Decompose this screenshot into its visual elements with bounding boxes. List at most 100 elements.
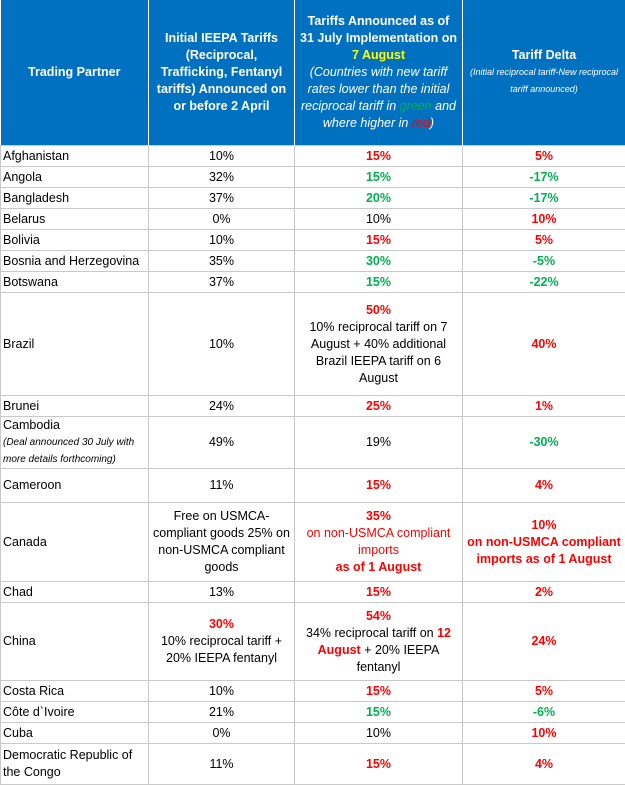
initial-tariff-cell: 11% [149,469,295,503]
new-tariff-cell: 15% [295,272,463,293]
table-row-brazil: Brazil 10% 50% 10% reciprocal tariff on … [1,293,625,396]
new-tariff-cell: 10% [295,209,463,230]
new-tariff-value: 50% [298,302,459,319]
delta-cell: 5% [463,681,625,702]
country-cell: Canada [1,503,149,582]
initial-tariff-cell: 10% [149,293,295,396]
initial-tariff-cell: 13% [149,582,295,603]
new-tariff-effective: as of 1 August [298,559,459,576]
delta-cell: 1% [463,396,625,417]
delta-cell: -22% [463,272,625,293]
new-tariff-cell: 15% [295,702,463,723]
country-cell: Belarus [1,209,149,230]
country-name: Cambodia [3,417,145,434]
initial-tariff-cell: 32% [149,167,295,188]
country-cell: Botswana [1,272,149,293]
new-tariff-cell: 15% [295,146,463,167]
initial-tariff-cell: 10% [149,230,295,251]
new-tariff-value: 35% [298,508,459,525]
detail-part-a: 34% reciprocal tariff on [306,626,437,640]
header-implementation-date: 7 August [352,48,405,62]
delta-cell: -17% [463,188,625,209]
new-tariff-cell: 15% [295,681,463,702]
delta-cell: 5% [463,230,625,251]
table-row: Chad 13% 15% 2% [1,582,625,603]
initial-tariff-cell: 10% [149,146,295,167]
country-cell: Angola [1,167,149,188]
country-cell: Cambodia (Deal announced 30 July with mo… [1,417,149,469]
country-cell: Democratic Republic of the Congo [1,744,149,785]
header-announced-title: Tariffs Announced as of 31 July Implemen… [300,14,457,45]
country-cell: Brunei [1,396,149,417]
new-tariff-cell: 25% [295,396,463,417]
delta-cell: -17% [463,167,625,188]
new-tariff-cell: 10% [295,723,463,744]
initial-tariff-cell: 24% [149,396,295,417]
country-cell: Costa Rica [1,681,149,702]
country-cell: Afghanistan [1,146,149,167]
delta-detail: on non-USMCA compliant imports as of 1 A… [466,534,622,568]
country-cell: Chad [1,582,149,603]
table-row-canada: Canada Free on USMCA-compliant goods 25%… [1,503,625,582]
new-tariff-detail: 34% reciprocal tariff on 12 August + 20%… [298,625,459,676]
table-row-cambodia: Cambodia (Deal announced 30 July with mo… [1,417,625,469]
header-tariff-delta: Tariff Delta (Initial reciprocal tariff-… [463,0,625,146]
initial-tariff-detail: 10% reciprocal tariff + 20% IEEPA fentan… [152,633,291,667]
initial-tariff-cell: 49% [149,417,295,469]
new-tariff-cell: 35% on non-USMCA compliant imports as of… [295,503,463,582]
detail-part-b: + 20% IEEPA fentanyl [357,643,440,674]
initial-tariff-cell: 0% [149,209,295,230]
new-tariff-cell: 19% [295,417,463,469]
initial-tariff-cell: 0% [149,723,295,744]
new-tariff-cell: 50% 10% reciprocal tariff on 7 August + … [295,293,463,396]
initial-tariff-cell: 35% [149,251,295,272]
new-tariff-detail: 10% reciprocal tariff on 7 August + 40% … [298,319,459,387]
country-note: (Deal announced 30 July with more detail… [3,434,145,468]
note-part-c: ) [430,116,434,130]
country-cell: Cameroon [1,469,149,503]
delta-cell: 2% [463,582,625,603]
delta-cell: -5% [463,251,625,272]
delta-cell: -6% [463,702,625,723]
delta-cell: 40% [463,293,625,396]
header-row: Trading Partner Initial IEEPA Tariffs (R… [1,0,625,146]
table-row: Brunei 24% 25% 1% [1,396,625,417]
initial-tariff-cell: 37% [149,188,295,209]
country-cell: Cuba [1,723,149,744]
header-announced-note: (Countries with new tariff rates lower t… [299,64,458,132]
new-tariff-detail: on non-USMCA compliant imports [298,525,459,559]
country-cell: Brazil [1,293,149,396]
initial-tariff-cell: 37% [149,272,295,293]
initial-tariff-cell: 10% [149,681,295,702]
delta-cell: 10% [463,723,625,744]
new-tariff-cell: 15% [295,167,463,188]
country-cell: Bosnia and Herzegovina [1,251,149,272]
country-cell: Bangladesh [1,188,149,209]
new-tariff-cell: 20% [295,188,463,209]
initial-tariff-value: 30% [152,616,291,633]
note-green-word: green [400,99,432,113]
initial-tariff-cell: Free on USMCA-compliant goods 25% on non… [149,503,295,582]
delta-cell: 5% [463,146,625,167]
delta-cell: -30% [463,417,625,469]
initial-tariff-cell: 11% [149,744,295,785]
new-tariff-cell: 30% [295,251,463,272]
table-row: Cameroon 11% 15% 4% [1,469,625,503]
initial-tariff-cell: 21% [149,702,295,723]
delta-value: 10% [466,517,622,534]
delta-cell: 24% [463,603,625,681]
header-initial-tariffs: Initial IEEPA Tariffs (Reciprocal, Traff… [149,0,295,146]
delta-cell: 4% [463,744,625,785]
new-tariff-cell: 15% [295,582,463,603]
new-tariff-cell: 15% [295,230,463,251]
table-row-china: China 30% 10% reciprocal tariff + 20% IE… [1,603,625,681]
